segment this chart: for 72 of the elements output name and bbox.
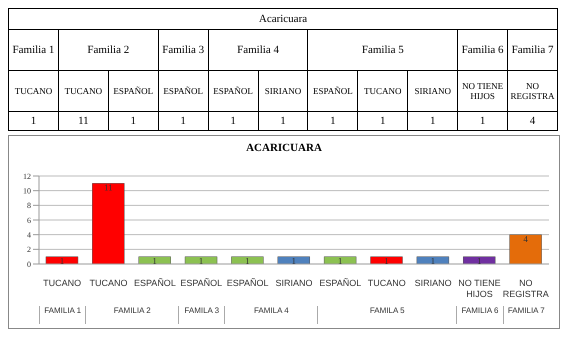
text: FAMILIA 2 bbox=[85, 306, 178, 324]
data-label: 1 bbox=[384, 256, 389, 266]
category-label: SIRIANO bbox=[258, 70, 308, 112]
data-label: 1 bbox=[476, 256, 482, 266]
text: Familia 5 bbox=[308, 30, 458, 70]
x-tick-label: TUCANO bbox=[90, 278, 128, 288]
data-label: 1 bbox=[198, 256, 204, 266]
x-tick-label: SIRIANO bbox=[275, 278, 313, 288]
y-tick-label: 12 bbox=[23, 172, 31, 181]
data-label: 1 bbox=[458, 112, 508, 130]
category-label: SIRIANO bbox=[408, 70, 458, 112]
bar bbox=[184, 256, 218, 264]
bar bbox=[92, 183, 125, 264]
category-label: TUCANO bbox=[358, 70, 408, 112]
text: Familia 7 bbox=[508, 30, 558, 70]
data-label: 1 bbox=[245, 256, 250, 266]
data-label: 11 bbox=[104, 182, 113, 193]
category-label: ESPAÑOL bbox=[158, 70, 208, 112]
data-label: 4 bbox=[523, 234, 528, 244]
bar bbox=[46, 256, 78, 264]
data-label: 1 bbox=[208, 112, 258, 130]
category-label: ESPAÑOL bbox=[308, 70, 358, 112]
category-label: NO TIENE HIJOS bbox=[458, 70, 508, 112]
category-label: ESPAÑOL bbox=[108, 70, 158, 112]
text: FAMILIA 1 bbox=[39, 306, 86, 324]
text: Familia 6 bbox=[458, 30, 508, 70]
data-label: 1 bbox=[292, 256, 296, 266]
category-label: ESPAÑOL bbox=[208, 70, 258, 112]
y-tick-label: 6 bbox=[27, 216, 31, 225]
data-label: 1 bbox=[308, 112, 358, 130]
x-tick-label: ESPAÑOL bbox=[180, 278, 222, 288]
data-label: 1 bbox=[258, 112, 308, 130]
bar bbox=[509, 234, 542, 264]
x-tick-label: SIRIANO bbox=[414, 278, 452, 288]
text: Familia 1 bbox=[8, 30, 58, 70]
x-tick-label: TUCANO bbox=[43, 278, 82, 288]
data-label: 1 bbox=[60, 256, 64, 266]
category-label: TUCANO bbox=[8, 70, 58, 112]
text: FAMILIA 7 bbox=[502, 306, 549, 324]
data-label: 1 bbox=[338, 256, 342, 266]
text: Familia 4 bbox=[208, 30, 308, 70]
data-label: 1 bbox=[108, 112, 158, 130]
x-tick-label: ESPAÑOL bbox=[226, 278, 269, 288]
text: Acaricuara bbox=[8, 8, 558, 30]
data-label: 1 bbox=[358, 112, 408, 130]
x-tick-label: NO TIENE HIJOS bbox=[458, 278, 501, 299]
data-label: 1 bbox=[408, 112, 458, 130]
x-tick-label: ESPAÑOL bbox=[134, 278, 176, 288]
category-label: NO REGISTRA bbox=[508, 70, 558, 112]
data-label: 1 bbox=[158, 112, 208, 130]
y-tick-label: 0 bbox=[27, 260, 31, 269]
text: FAMILA 3 bbox=[178, 306, 224, 324]
data-label: 1 bbox=[152, 256, 157, 266]
data-label: 4 bbox=[508, 112, 558, 130]
text: Familia 2 bbox=[58, 30, 158, 70]
text: FAMILIA 6 bbox=[456, 306, 503, 324]
text: FAMILA 5 bbox=[317, 306, 456, 324]
data-label: 11 bbox=[58, 112, 108, 130]
data-label: 1 bbox=[8, 112, 58, 130]
chart-title: ACARICUARA bbox=[245, 142, 323, 154]
y-tick-label: 8 bbox=[27, 201, 31, 210]
category-label: TUCANO bbox=[58, 70, 108, 112]
y-tick-label: 10 bbox=[23, 186, 31, 196]
y-tick-label: 2 bbox=[27, 245, 31, 254]
bar bbox=[370, 256, 403, 264]
x-tick-label: TUCANO bbox=[368, 278, 406, 288]
text: FAMILA 4 bbox=[224, 306, 318, 324]
x-tick-label: NO REGISTRA bbox=[502, 278, 549, 299]
data-label: 1 bbox=[430, 256, 436, 266]
x-tick-label: ESPAÑOL bbox=[319, 278, 362, 288]
text: Familia 3 bbox=[158, 30, 208, 70]
y-tick-label: 4 bbox=[27, 230, 31, 240]
